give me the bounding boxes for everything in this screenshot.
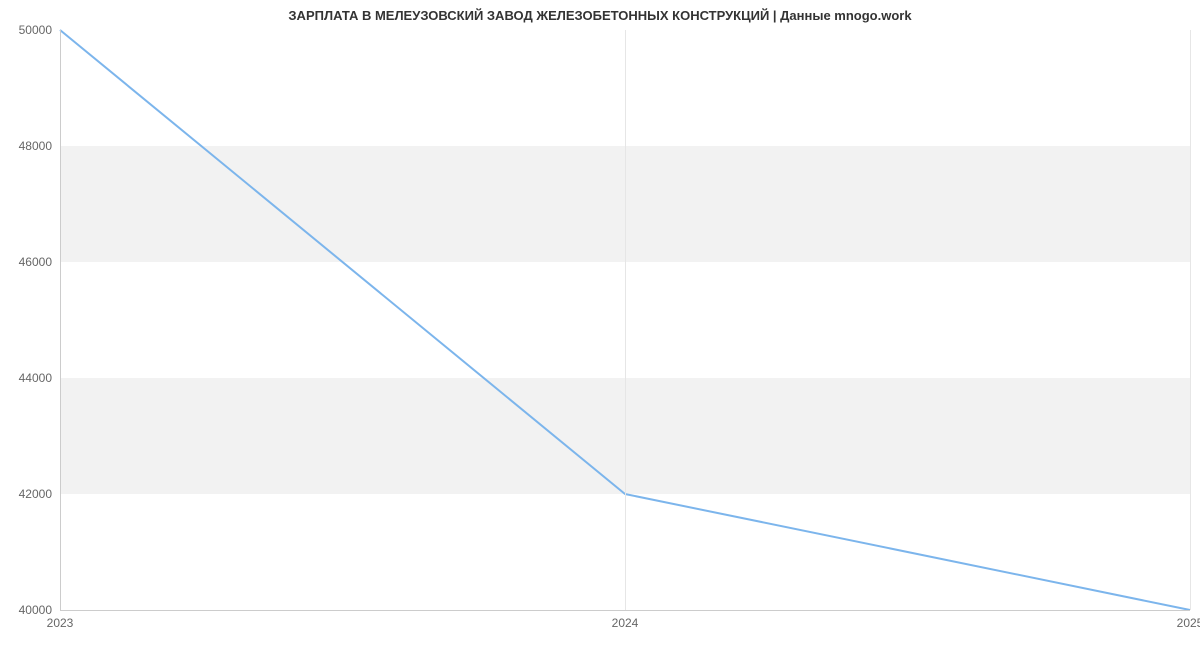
y-axis-line	[60, 30, 61, 610]
y-tick-label: 48000	[7, 139, 52, 153]
y-tick-label: 44000	[7, 371, 52, 385]
x-gridline	[1190, 30, 1191, 610]
x-tick-label: 2023	[47, 616, 74, 630]
x-tick-label: 2024	[612, 616, 639, 630]
plot-area: 2023202420254000042000440004600048000500…	[60, 30, 1190, 610]
x-axis-line	[60, 610, 1190, 611]
y-tick-label: 46000	[7, 255, 52, 269]
salary-line-chart: ЗАРПЛАТА В МЕЛЕУЗОВСКИЙ ЗАВОД ЖЕЛЕЗОБЕТО…	[0, 0, 1200, 650]
y-tick-label: 50000	[7, 23, 52, 37]
chart-title: ЗАРПЛАТА В МЕЛЕУЗОВСКИЙ ЗАВОД ЖЕЛЕЗОБЕТО…	[0, 8, 1200, 23]
y-tick-label: 42000	[7, 487, 52, 501]
x-gridline	[625, 30, 626, 610]
y-tick-label: 40000	[7, 603, 52, 617]
x-tick-label: 2025	[1177, 616, 1200, 630]
